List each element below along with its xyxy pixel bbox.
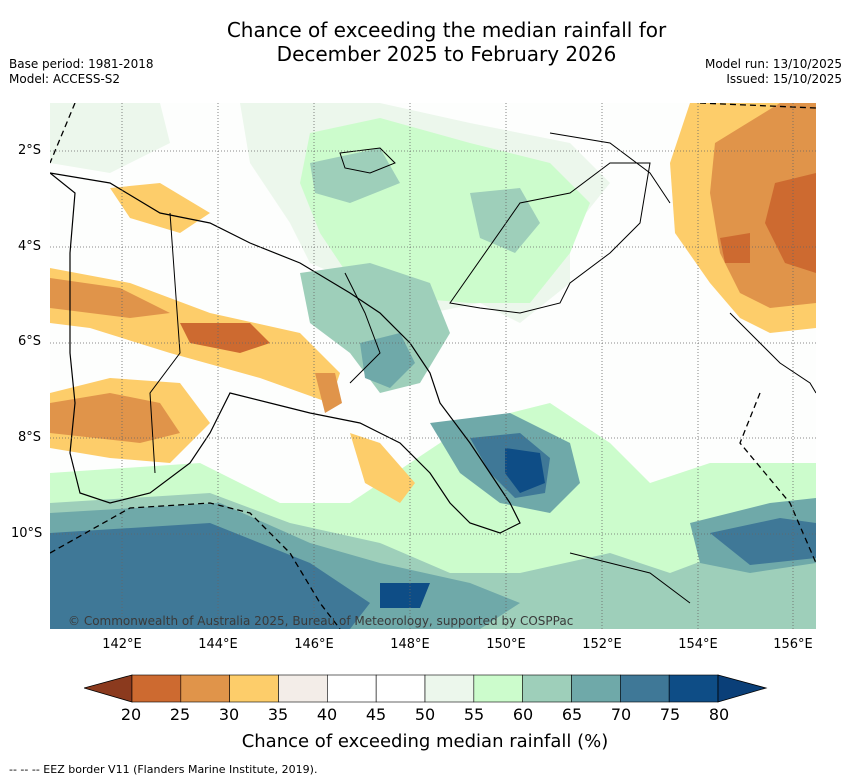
colorbar-cell — [620, 674, 670, 703]
coastline-bougainville — [729, 312, 816, 394]
region-above-80 — [380, 583, 430, 608]
lat-label: 6°S — [18, 334, 42, 349]
region-35-40 — [350, 433, 415, 503]
lat-label: 2°S — [18, 143, 42, 158]
colorbar-tick: 35 — [267, 705, 289, 724]
colorbar-cell — [180, 674, 230, 703]
region-55-60 — [50, 103, 170, 173]
lat-label: 8°S — [18, 430, 42, 445]
lon-label: 146°E — [294, 637, 334, 652]
colorbar-tick: 75 — [659, 705, 681, 724]
region-65-70 — [310, 148, 400, 203]
colorbar-cell — [522, 674, 572, 703]
colorbar-cell — [473, 674, 523, 703]
coastline-new-ireland — [549, 132, 671, 204]
coastline-louisiade — [569, 552, 691, 604]
colorbar-tick: 20 — [120, 705, 142, 724]
colorbar-cell — [278, 674, 328, 703]
region-65-70 — [470, 188, 540, 253]
issued-date: Issued: 15/10/2025 — [726, 72, 842, 86]
colorbar-tick: 55 — [463, 705, 485, 724]
lon-label: 156°E — [773, 637, 813, 652]
colorbar-tick: 60 — [512, 705, 534, 724]
lon-label: 154°E — [678, 637, 718, 652]
colorbar-tick: 45 — [365, 705, 387, 724]
region-75-80 — [710, 518, 816, 565]
coastline-manus — [339, 147, 396, 174]
colorbar-tick: 70 — [610, 705, 632, 724]
eez-border — [50, 502, 341, 629]
base-period: Base period: 1981-2018 — [9, 57, 154, 71]
rainfall-map — [50, 103, 816, 629]
region-30-35 — [50, 393, 180, 443]
colorbar-cell — [668, 674, 719, 703]
eez-legend: -- -- -- EEZ border V11 (Flanders Marine… — [9, 763, 318, 776]
region-25-30 — [765, 173, 816, 273]
colorbar-tick: 50 — [414, 705, 436, 724]
provincial-boundary — [149, 212, 181, 474]
gridlines — [50, 103, 816, 629]
region-above-80 — [505, 448, 545, 493]
meta-right: Model run: 13/10/2025 Issued: 15/10/2025 — [705, 57, 842, 87]
colorbar-cell — [229, 674, 279, 703]
colorbar-under-arrow — [84, 674, 133, 703]
colorbar-tick: 40 — [316, 705, 338, 724]
colorbar-tick: 80 — [708, 705, 730, 724]
lat-label: 4°S — [18, 239, 42, 254]
lon-label: 144°E — [198, 637, 238, 652]
region-30-35 — [50, 278, 170, 318]
colorbar-tick: 65 — [561, 705, 583, 724]
map-title: Chance of exceeding the median rainfall … — [0, 18, 850, 66]
colorbar-tick: 30 — [218, 705, 240, 724]
region-70-75 — [360, 333, 415, 388]
lon-label: 142°E — [102, 637, 142, 652]
eez-border — [739, 392, 816, 564]
lon-label: 148°E — [390, 637, 430, 652]
title-line-1: Chance of exceeding the median rainfall … — [226, 18, 667, 42]
colorbar-label: Chance of exceeding median rainfall (%) — [241, 731, 609, 752]
meta-left: Base period: 1981-2018 Model: ACCESS-S2 — [9, 57, 154, 87]
colorbar-cell — [131, 674, 182, 703]
provincial-boundary — [344, 272, 381, 384]
colorbar-cell — [375, 674, 426, 703]
copyright-notice: © Commonwealth of Australia 2025, Bureau… — [68, 614, 574, 628]
coastline-new-britain — [449, 162, 651, 314]
colorbar-cell — [327, 674, 377, 703]
region-30-35 — [315, 373, 342, 413]
eez-border — [50, 103, 76, 164]
colorbar-cell — [424, 674, 475, 703]
title-line-2: December 2025 to February 2026 — [276, 42, 617, 66]
region-35-40 — [110, 183, 210, 233]
colorbar-cell — [571, 674, 621, 703]
region-25-30 — [720, 233, 750, 263]
region-25-30 — [180, 323, 270, 353]
model-run: Model run: 13/10/2025 — [704, 57, 842, 71]
colorbar — [84, 674, 768, 703]
colorbar-over-arrow — [717, 674, 768, 703]
coastline-new-guinea — [50, 172, 521, 534]
model-name: Model: ACCESS-S2 — [9, 72, 121, 86]
lon-label: 152°E — [582, 637, 622, 652]
region-75-80 — [50, 523, 370, 629]
lon-label: 150°E — [486, 637, 526, 652]
colorbar-tick: 25 — [169, 705, 191, 724]
lat-label: 10°S — [11, 526, 43, 541]
